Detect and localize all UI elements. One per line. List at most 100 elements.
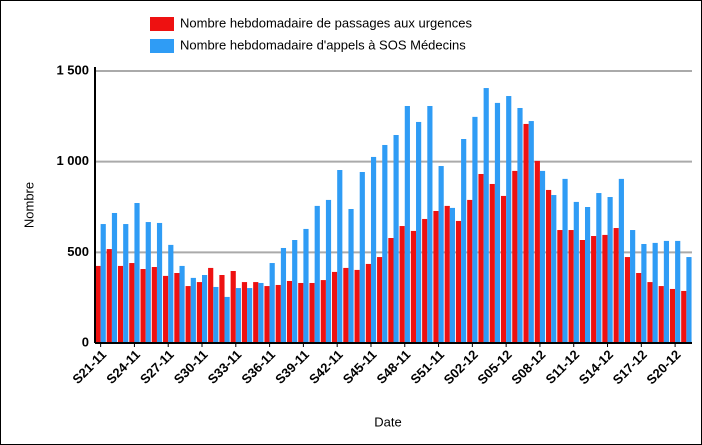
bar — [382, 144, 388, 343]
y-tick-label: 0 — [82, 334, 89, 349]
legend-swatch — [150, 17, 174, 31]
bar — [506, 96, 512, 343]
bar — [410, 230, 417, 343]
bar — [591, 236, 597, 343]
bar — [100, 224, 106, 343]
bar — [427, 105, 433, 343]
y-tick-label: 1 000 — [56, 153, 89, 168]
y-tick-label: 500 — [67, 244, 89, 259]
legend-label: Nombre hebdomadaire d'appels à SOS Médec… — [180, 37, 466, 52]
legend-label: Nombre hebdomadaire de passages aux urge… — [180, 15, 472, 30]
bar — [494, 102, 501, 343]
bar — [320, 280, 326, 343]
bar — [117, 265, 124, 343]
bar — [253, 282, 259, 343]
bar — [280, 247, 287, 343]
bar — [416, 121, 422, 343]
bar — [568, 230, 574, 343]
bar — [647, 282, 653, 343]
bar — [517, 107, 523, 343]
bar — [551, 195, 557, 343]
bar — [624, 257, 631, 343]
bar — [658, 286, 664, 343]
bar — [163, 275, 169, 343]
bar — [370, 156, 377, 343]
bar — [292, 240, 298, 343]
bar — [584, 207, 591, 343]
bar — [235, 288, 241, 343]
bar — [123, 224, 129, 343]
legend-swatch — [150, 39, 174, 53]
bar — [95, 265, 101, 343]
bar — [106, 249, 112, 343]
bar — [359, 172, 365, 343]
y-axis-label: Nombre — [21, 182, 36, 228]
bar — [230, 271, 236, 343]
bar — [528, 121, 534, 343]
bar — [399, 226, 405, 343]
bar — [388, 238, 394, 343]
bar — [675, 240, 681, 343]
bar — [393, 135, 399, 343]
bar — [669, 288, 676, 343]
bar — [185, 286, 191, 343]
bar — [264, 286, 270, 343]
bar — [652, 242, 658, 343]
bar — [573, 201, 579, 343]
bar — [478, 173, 484, 343]
bar — [343, 267, 349, 343]
bar — [455, 220, 462, 343]
bar — [534, 160, 540, 343]
bar — [145, 222, 151, 343]
bar — [247, 288, 253, 343]
bar — [156, 222, 163, 343]
bar — [303, 228, 309, 343]
bar — [286, 280, 293, 343]
bar — [208, 267, 214, 343]
bar — [213, 286, 219, 343]
bar — [489, 183, 495, 343]
bar — [422, 218, 428, 343]
bar — [168, 244, 174, 343]
bar — [241, 282, 248, 343]
bar — [348, 208, 354, 343]
bar — [365, 263, 371, 343]
bar — [613, 228, 619, 343]
bar — [196, 282, 203, 343]
bar — [151, 267, 157, 343]
bar — [444, 205, 450, 343]
bar — [129, 263, 135, 343]
bar — [539, 170, 546, 343]
bar — [636, 273, 642, 343]
bar — [354, 269, 360, 343]
bar — [641, 243, 647, 343]
bar — [325, 199, 332, 343]
bar — [275, 284, 281, 343]
bar — [438, 166, 444, 343]
bar — [579, 240, 585, 343]
bar — [467, 199, 473, 343]
bar — [224, 296, 230, 343]
bar — [190, 277, 196, 343]
bar — [461, 139, 467, 343]
bar — [331, 271, 338, 343]
bar — [557, 230, 563, 343]
y-tick-label: 1 500 — [56, 62, 89, 77]
bar — [219, 275, 225, 343]
bar — [134, 203, 140, 343]
bar — [618, 178, 624, 343]
bar — [337, 170, 343, 343]
bar — [681, 290, 687, 343]
bar — [686, 257, 692, 343]
bar — [404, 105, 410, 343]
bar — [602, 234, 608, 343]
bar — [630, 230, 636, 343]
bar — [449, 207, 456, 343]
bar — [111, 212, 118, 343]
bar — [314, 205, 320, 343]
bar — [607, 197, 613, 343]
bar — [298, 282, 304, 343]
bar — [596, 193, 602, 343]
x-axis-label: Date — [374, 414, 401, 429]
